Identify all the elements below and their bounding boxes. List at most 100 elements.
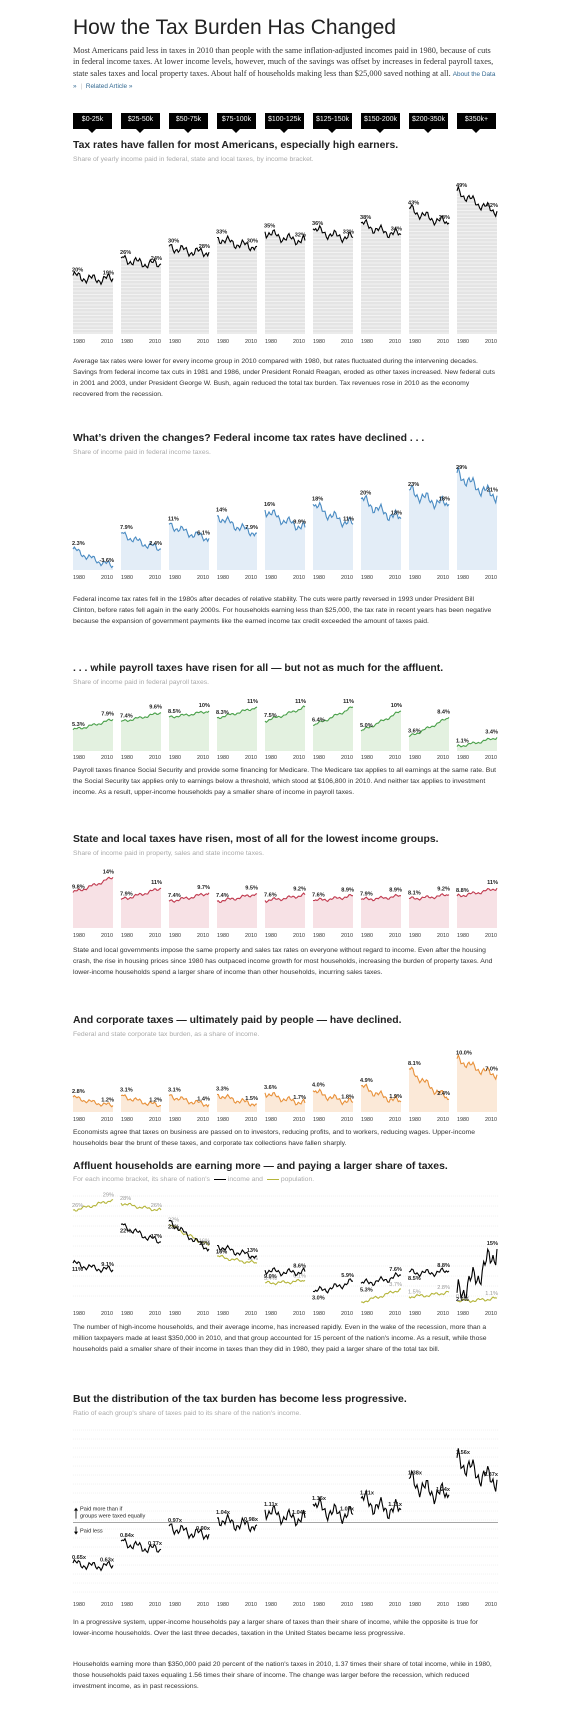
about-data-link[interactable]: About the Data »	[73, 70, 496, 90]
panel--125-150k: 3.0% 5.9% 1980 2010	[312, 1273, 354, 1317]
tab-bracket-150-200k[interactable]: $150-200k	[361, 113, 400, 133]
series-line--125-150k	[312, 224, 354, 244]
value-label-start--350k: 10.0%	[456, 1051, 472, 1057]
x-tick-2010: 2010	[389, 1602, 401, 1608]
x-tick-1980: 1980	[217, 1602, 229, 1608]
area--75-100k	[217, 707, 257, 751]
area--25-50k	[121, 712, 161, 751]
federal-paragraph: Federal income tax rates fell in the 198…	[73, 596, 492, 625]
population-line--200-350k	[408, 1290, 450, 1299]
tab-bracket-0-25k[interactable]: $0-25k	[73, 113, 112, 133]
income-line--200-350k	[408, 1267, 450, 1278]
x-tick-2010: 2010	[437, 1311, 449, 1317]
mask--25-50k	[121, 182, 161, 268]
population-label-start--75-100k: 13%	[216, 1249, 227, 1255]
area--125-150k	[313, 225, 353, 334]
x-tick-2010: 2010	[389, 1311, 401, 1317]
area--350k	[457, 467, 497, 570]
payroll-subtitle: Share of income paid in federal payroll …	[73, 679, 210, 686]
x-tick-1980: 1980	[169, 575, 181, 581]
ratio-line--125-150k	[312, 1496, 354, 1524]
ratio-line--350k	[456, 1448, 498, 1492]
value-label-end--150-200k: 34%	[391, 227, 402, 233]
panel--50-75k: 8.5% 10% 1980 2010	[168, 703, 210, 761]
area--75-100k	[217, 1094, 257, 1112]
tab-bracket-200-350k[interactable]: $200-350k	[409, 113, 448, 133]
tab-bracket-100-125k[interactable]: $100-125k	[265, 113, 304, 133]
x-tick-2010: 2010	[293, 575, 305, 581]
x-tick-1980: 1980	[457, 339, 469, 345]
series-line--200-350k	[408, 204, 450, 227]
x-tick-2010: 2010	[341, 933, 353, 939]
area--75-100k	[217, 893, 257, 928]
value-label-start--50-75k: 3.1%	[168, 1087, 181, 1093]
x-tick-1980: 1980	[217, 575, 229, 581]
value-label-end--350k: 42%	[487, 203, 498, 209]
series-line--75-100k	[216, 893, 258, 903]
value-label-start--25-50k: 26%	[120, 250, 131, 256]
panel--75-100k: 3.3% 1.5% 1980 2010	[216, 1086, 258, 1123]
x-tick-1980: 1980	[121, 1602, 133, 1608]
area--200-350k	[409, 893, 449, 928]
value-label-start--200-350k: 8.1%	[408, 1061, 421, 1067]
panel--50-75k: 30% 28% 1980 2010	[168, 182, 210, 345]
income-line--0-25k	[72, 1259, 114, 1274]
x-tick-2010: 2010	[245, 1311, 257, 1317]
value-label-end--100-125k: 11%	[295, 699, 306, 705]
value-label-start--150-200k: 38%	[360, 215, 371, 221]
federal-subtitle: Share of income paid in federal income t…	[73, 449, 211, 456]
x-tick-2010: 2010	[149, 1602, 161, 1608]
x-tick-1980: 1980	[409, 1117, 421, 1123]
x-tick-2010: 2010	[293, 1311, 305, 1317]
x-tick-2010: 2010	[485, 1117, 497, 1123]
x-tick-1980: 1980	[265, 1602, 277, 1608]
ratio-label-start--100-125k: 1.11x	[264, 1502, 279, 1508]
tab-bracket-25-50k[interactable]: $25-50k	[121, 113, 160, 133]
panel--0-25k: 5.3% 7.9% 1980 2010	[72, 711, 114, 761]
value-label-start--50-75k: 30%	[168, 238, 179, 244]
x-tick-2010: 2010	[293, 339, 305, 345]
x-tick-1980: 1980	[121, 1311, 133, 1317]
income-label-start--350k: 2.6%	[456, 1297, 469, 1303]
x-tick-2010: 2010	[101, 1117, 113, 1123]
area--0-25k	[73, 1095, 113, 1112]
tab-bracket-125-150k[interactable]: $125-150k	[313, 113, 352, 133]
value-label-end--25-50k: 1.2%	[149, 1098, 162, 1104]
x-tick-2010: 2010	[197, 339, 209, 345]
value-label-start--200-350k: 23%	[408, 482, 419, 488]
panel--125-150k: 7.6% 8.9% 1980 2010	[312, 888, 354, 939]
value-label-start--125-150k: 4.0%	[312, 1083, 325, 1089]
x-tick-1980: 1980	[457, 1602, 469, 1608]
tab-bracket-50-75k[interactable]: $50-75k	[169, 113, 208, 133]
x-tick-1980: 1980	[409, 755, 421, 761]
series-line--100-125k	[264, 229, 306, 246]
income-label-end--0-25k: 9.1%	[101, 1262, 114, 1268]
ratio-heading: But the distribution of the tax burden h…	[73, 1394, 407, 1405]
x-tick-2010: 2010	[245, 575, 257, 581]
value-label-end--350k: 21%	[487, 488, 498, 494]
x-tick-2010: 2010	[149, 1117, 161, 1123]
income-line--350k	[456, 1247, 498, 1299]
population-label-end--200-350k: 2.8%	[437, 1285, 450, 1291]
x-tick-2010: 2010	[101, 755, 113, 761]
value-label-end--50-75k: 9.7%	[197, 885, 210, 891]
value-label-start--75-100k: 8.3%	[216, 710, 229, 716]
value-label-start--0-25k: 5.3%	[72, 722, 85, 728]
x-tick-1980: 1980	[121, 755, 133, 761]
population-label-end--0-25k: 29%	[103, 1193, 114, 1199]
tab-bracket-350k-plus[interactable]: $350k+	[457, 113, 496, 133]
tab-bracket-75-100k[interactable]: $75-100k	[217, 113, 256, 133]
series-line--0-25k	[72, 270, 114, 286]
series-line--350k	[456, 467, 498, 505]
area--125-150k	[313, 1089, 353, 1112]
x-tick-1980: 1980	[457, 1117, 469, 1123]
x-tick-1980: 1980	[409, 339, 421, 345]
area--150-200k	[361, 1084, 401, 1112]
x-tick-1980: 1980	[73, 1117, 85, 1123]
x-tick-1980: 1980	[169, 1311, 181, 1317]
x-tick-1980: 1980	[265, 755, 277, 761]
related-article-link[interactable]: Related Article »	[85, 82, 133, 90]
x-tick-2010: 2010	[197, 575, 209, 581]
x-tick-2010: 2010	[293, 933, 305, 939]
x-tick-2010: 2010	[341, 575, 353, 581]
